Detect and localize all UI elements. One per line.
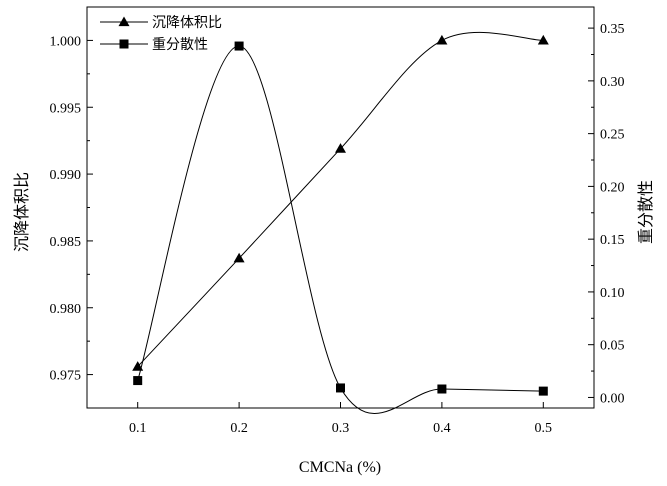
y-left-tick-label: 0.975 <box>50 369 82 384</box>
y-axis-left: 0.975 0.980 0.985 0.990 0.995 1.000 <box>50 34 94 383</box>
data-point <box>539 387 548 396</box>
y-right-tick-label: 0.25 <box>600 128 625 143</box>
x-tick-label: 0.3 <box>332 421 350 436</box>
y-right-tick-label: 0.35 <box>600 22 625 37</box>
legend-item: 沉降体积比 <box>100 15 222 31</box>
series-layer <box>132 32 549 413</box>
y-right-tick-label: 0.20 <box>600 180 625 195</box>
data-point <box>133 376 142 385</box>
x-tick-label: 0.2 <box>230 421 248 436</box>
legend-label: 重分散性 <box>152 37 208 53</box>
x-tick-label: 0.5 <box>535 421 553 436</box>
series-2 <box>133 42 548 414</box>
data-point <box>437 385 446 394</box>
legend-item: 重分散性 <box>100 37 208 53</box>
y-right-tick-label: 0.30 <box>600 75 625 90</box>
y-left-tick-label: 0.995 <box>50 101 82 116</box>
y-axis-left-title: 沉降体积比 <box>13 172 31 252</box>
series-line <box>138 32 544 366</box>
legend-marker <box>119 17 130 27</box>
data-point <box>436 35 447 45</box>
x-axis: 0.1 0.2 0.3 0.4 0.5 <box>129 402 552 436</box>
legend: 沉降体积比重分散性 <box>100 15 222 53</box>
legend-marker <box>120 40 129 49</box>
data-point <box>336 383 345 392</box>
y-right-tick-label: 0.00 <box>600 391 625 406</box>
x-tick-label: 0.4 <box>433 421 451 436</box>
y-left-tick-label: 1.000 <box>50 34 82 49</box>
y-right-tick-label: 0.15 <box>600 233 625 248</box>
series-1 <box>132 32 549 370</box>
x-tick-label: 0.1 <box>129 421 147 436</box>
y-left-tick-label: 0.985 <box>50 235 82 250</box>
series-line <box>138 46 544 413</box>
plot-frame <box>87 7 594 408</box>
legend-label: 沉降体积比 <box>152 15 222 31</box>
y-right-tick-label: 0.10 <box>600 286 625 301</box>
y-right-tick-label: 0.05 <box>600 339 625 354</box>
y-axis-right-title: 重分散性 <box>637 180 655 244</box>
y-left-tick-label: 0.980 <box>50 302 82 317</box>
data-point <box>235 42 244 51</box>
y-left-tick-label: 0.990 <box>50 168 82 183</box>
x-axis-title: CMCNa (%) <box>299 459 381 476</box>
y-axis-right: 0.00 0.05 0.10 0.15 0.20 0.25 0.30 0.35 <box>588 22 625 406</box>
